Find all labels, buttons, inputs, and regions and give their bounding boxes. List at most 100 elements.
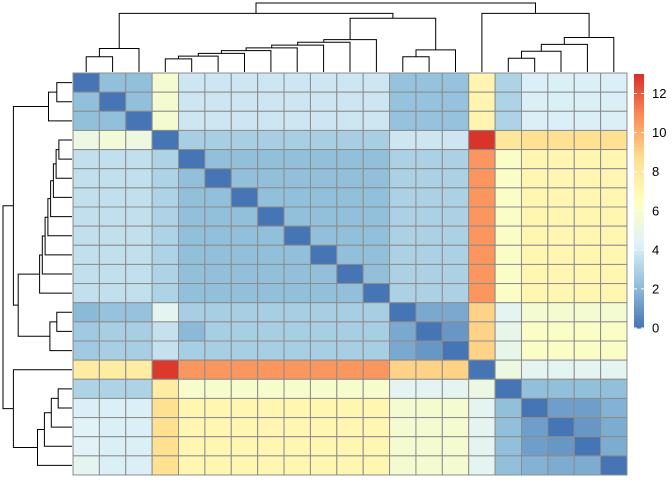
heatmap-cell [309, 187, 338, 208]
heatmap-cell [547, 397, 575, 419]
heatmap-cell [336, 129, 364, 151]
heatmap-cell [362, 263, 391, 285]
heatmap-cell [547, 378, 575, 399]
heatmap-cell [125, 359, 153, 380]
heatmap-cell [362, 359, 391, 380]
heatmap-cell [257, 340, 285, 361]
heatmap-cell [600, 340, 628, 361]
heatmap-cell [468, 436, 496, 457]
heatmap-cell [441, 283, 470, 304]
colorbar-swatch [634, 261, 644, 266]
heatmap-cell [468, 417, 496, 438]
heatmap-cell [415, 455, 443, 476]
heatmap-cell [520, 263, 549, 285]
colorbar-swatch [634, 134, 644, 139]
dendrogram-branch [43, 412, 72, 447]
heatmap-cell [72, 206, 100, 227]
colorbar-swatch [634, 118, 644, 123]
heatmap-cell [257, 225, 285, 246]
heatmap-cell [178, 187, 206, 208]
dendrogram-branch [118, 12, 394, 49]
heatmap-cell [257, 455, 285, 476]
heatmap-cell [415, 244, 443, 265]
heatmap-cell [283, 149, 311, 170]
heatmap-cell [547, 263, 575, 285]
heatmap-cell [362, 129, 391, 151]
dendrogram-branch [563, 37, 615, 72]
heatmap-cell [441, 129, 470, 151]
heatmap-cell [151, 110, 180, 131]
heatmap-cell [230, 244, 259, 265]
heatmap-cell [257, 263, 285, 285]
colorbar-swatch [634, 80, 644, 85]
dendrogram-branch [37, 429, 72, 466]
heatmap-cell [389, 244, 417, 265]
heatmap-cell [257, 72, 285, 93]
heatmap-cell [283, 436, 311, 457]
heatmap-cell [389, 263, 417, 285]
heatmap-cell [230, 283, 259, 304]
heatmap-cell [178, 168, 206, 189]
heatmap-cell [257, 129, 285, 151]
heatmap-cell [389, 340, 417, 361]
colorbar-swatch [634, 147, 644, 151]
dendrogram-branch [41, 235, 72, 275]
heatmap-cell [441, 378, 470, 399]
heatmap-cell [520, 206, 549, 227]
colorbar-swatch [634, 318, 644, 323]
heatmap-cell [415, 263, 443, 285]
colorbar-swatch [634, 127, 644, 132]
colorbar-swatch [634, 124, 644, 129]
heatmap-cell [309, 436, 338, 457]
colorbar-swatch [634, 137, 644, 142]
heatmap-cell [309, 244, 338, 265]
heatmap-cell [125, 302, 153, 323]
heatmap-cell [441, 417, 470, 438]
heatmap-cell [547, 110, 575, 131]
heatmap-cell [125, 397, 153, 419]
heatmap-cell [230, 455, 259, 476]
dendrogram-branch [245, 47, 298, 72]
heatmap-cell [362, 149, 391, 170]
heatmap-cell [230, 168, 259, 189]
heatmap-cell [309, 206, 338, 227]
colorbar-swatch [634, 324, 644, 329]
heatmap-cell [257, 436, 285, 457]
heatmap-cell [283, 378, 311, 399]
colorbar-swatch [634, 108, 644, 113]
colorbar-swatch [634, 289, 644, 294]
heatmap-cell [230, 378, 259, 399]
heatmap-cell [204, 359, 232, 380]
heatmap-cell [600, 302, 628, 323]
heatmap-cell [283, 359, 311, 380]
heatmap-cell [72, 436, 100, 457]
heatmap-cell [573, 149, 602, 170]
heatmap-cell [415, 168, 443, 189]
heatmap-cell [257, 397, 285, 419]
heatmap-cell [547, 340, 575, 361]
heatmap-cell [257, 206, 285, 227]
heatmap-cell [72, 168, 100, 189]
heatmap-cell [125, 263, 153, 285]
heatmap-cell [98, 321, 127, 342]
heatmap-cell [178, 340, 206, 361]
heatmap-cell [98, 359, 127, 380]
heatmap-cell [72, 129, 100, 151]
colorbar-swatch [634, 156, 644, 161]
heatmap-cell [125, 378, 153, 399]
heatmap-cell [441, 244, 470, 265]
heatmap-cell [98, 149, 127, 170]
heatmap-cell [309, 263, 338, 285]
colorbar-swatch [634, 296, 644, 301]
colorbar-swatch [634, 312, 644, 316]
colorbar-swatch [634, 150, 644, 154]
heatmap-cell [468, 397, 496, 419]
heatmap-cell [600, 129, 628, 151]
heatmap-cell [151, 302, 180, 323]
heatmap-cell [98, 455, 127, 476]
colorbar-swatch [634, 102, 644, 107]
heatmap-cell [178, 359, 206, 380]
heatmap-cell [230, 359, 259, 380]
heatmap-cell [125, 91, 153, 112]
heatmap-cell [178, 110, 206, 131]
